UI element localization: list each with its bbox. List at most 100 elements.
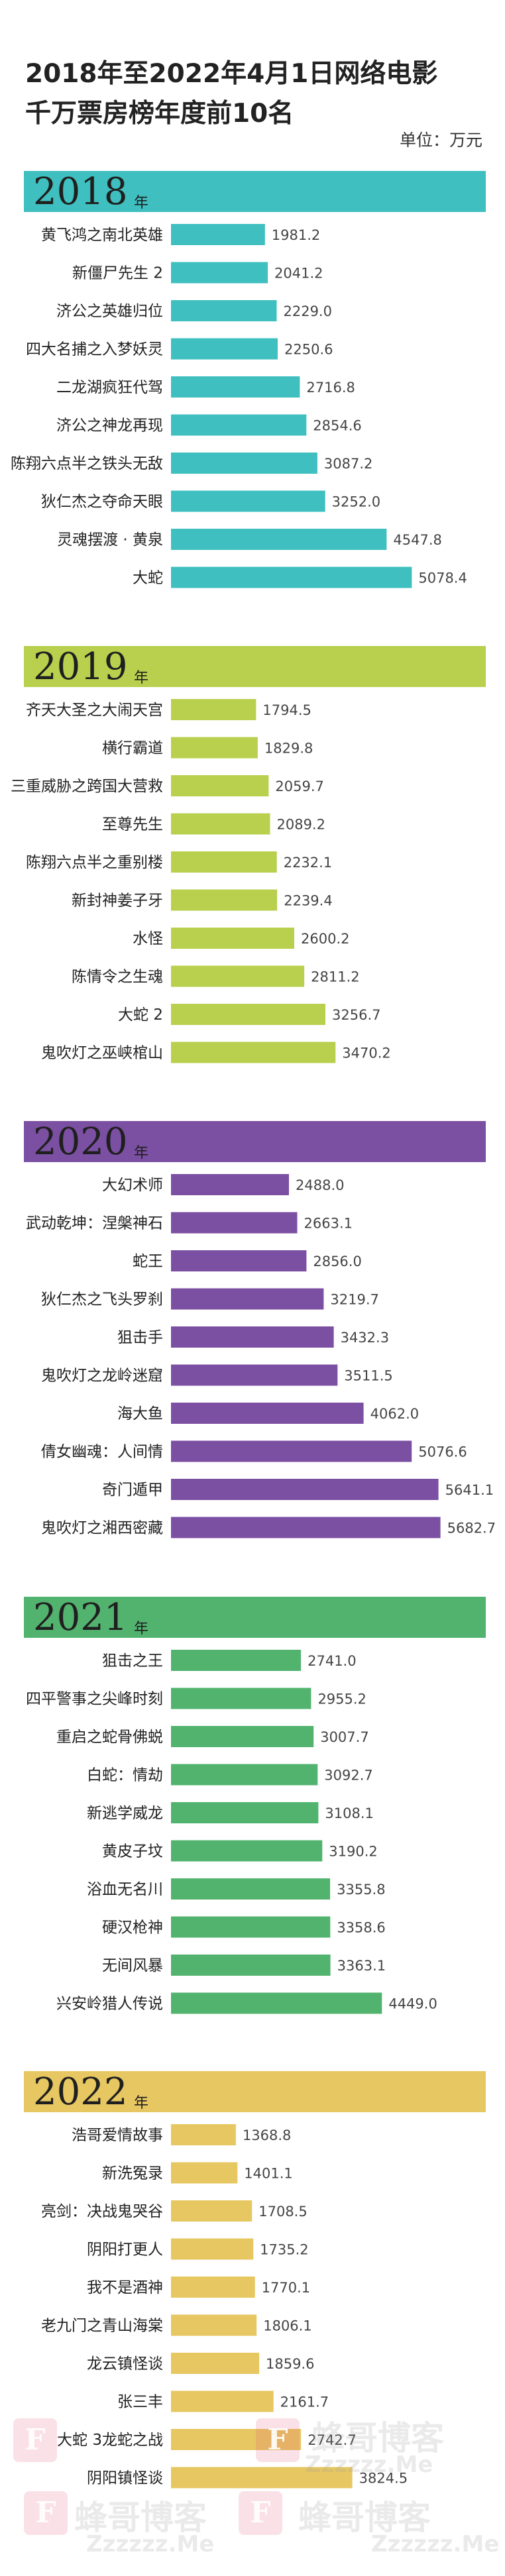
value-label: 2161.7	[280, 2394, 329, 2410]
value-label: 3190.2	[329, 1844, 377, 1860]
bar	[171, 1479, 439, 1500]
category-label: 齐天大圣之大闹天宫	[26, 702, 163, 719]
bar	[171, 1992, 382, 2014]
bar	[171, 2200, 252, 2222]
year-section-2019: 2019 年齐天大圣之大闹天宫 1794.5 横行霸道 1829.8 三重威胁之跨国大营救…	[0, 646, 505, 1097]
category-label: 新封神姜子牙	[72, 892, 163, 910]
category-label: 浴血无名川	[87, 1881, 163, 1898]
value-label: 3355.8	[337, 1882, 385, 1898]
value-label: 3358.6	[337, 1920, 385, 1936]
category-label: 二龙湖疯狂代驾	[56, 379, 163, 396]
category-label: 海大鱼	[117, 1405, 163, 1422]
value-label: 2059.7	[275, 778, 323, 794]
category-label: 老九门之青山海棠	[41, 2318, 163, 2335]
value-label: 2250.6	[284, 342, 333, 358]
value-label: 1735.2	[260, 2242, 308, 2258]
value-label: 2041.2	[274, 266, 323, 282]
bar	[171, 775, 269, 796]
bar	[171, 2353, 260, 2374]
value-label: 2232.1	[284, 855, 332, 871]
value-label: 2600.2	[301, 931, 349, 947]
value-label: 4449.0	[388, 1996, 437, 2012]
bar	[171, 1004, 325, 1025]
value-label: 2854.6	[313, 418, 361, 434]
category-label: 狄仁杰之夺命天眼	[41, 494, 163, 511]
year-title: 2022	[33, 2070, 128, 2114]
bar	[171, 851, 277, 873]
value-label: 1770.1	[262, 2280, 310, 2296]
category-label: 陈翔六点半之重别楼	[26, 854, 163, 871]
category-label: 大幻术师	[102, 1177, 163, 1194]
category-label: 新洗冤录	[102, 2165, 163, 2182]
category-label: 黄飞鸿之南北英雄	[41, 227, 163, 244]
category-label: 陈翔六点半之铁头无敌	[11, 455, 163, 472]
value-label: 2089.2	[276, 817, 325, 833]
bar-chart-2022: 浩哥爱情故事 1368.8 新洗冤录 1401.1 亮剑：决战鬼哭谷 1708.5 阴阳打更…	[41, 2124, 408, 2489]
year-suffix: 年	[134, 195, 149, 211]
category-label: 四平警事之尖峰时刻	[26, 1691, 163, 1708]
bar	[171, 1326, 334, 1348]
watermark-text: 蜂哥博客	[298, 2498, 431, 2537]
bar	[171, 1250, 307, 1271]
category-label: 兴安岭猎人传说	[56, 1996, 163, 2013]
bar	[171, 566, 412, 588]
bar	[171, 2124, 236, 2145]
category-label: 鬼吹灯之湘西密藏	[41, 1520, 163, 1537]
bar	[171, 1440, 412, 1462]
year-suffix: 年	[134, 670, 149, 686]
value-label: 1401.1	[244, 2166, 292, 2182]
watermark-url: Zzzzzz.Me	[371, 2531, 500, 2557]
bar	[171, 300, 277, 321]
year-banner-2022: 2022 年	[24, 2071, 486, 2112]
year-banner-2021: 2021 年	[24, 1597, 486, 1638]
value-label: 1859.6	[266, 2356, 314, 2372]
year-section-2022: 2022 年浩哥爱情故事 1368.8 新洗冤录 1401.1 亮剑：决战鬼哭谷 1708.…	[0, 2071, 505, 2522]
bar-chart-2019: 齐天大圣之大闹天宫 1794.5 横行霸道 1829.8 三重威胁之跨国大营救 2059.…	[11, 699, 391, 1063]
bar	[171, 1726, 314, 1747]
title-line-1: 2018年至2022年4月1日网络电影	[25, 59, 438, 89]
value-label: 3092.7	[324, 1768, 372, 1784]
year-banner-2018: 2018 年	[24, 171, 486, 212]
value-label: 2742.7	[308, 2432, 356, 2448]
page-title: 2018年至2022年4月1日网络电影 千万票房榜年度前10名	[25, 54, 449, 134]
value-label: 3007.7	[320, 1729, 368, 1745]
category-label: 狄仁杰之飞头罗刹	[41, 1291, 163, 1309]
value-label: 5641.1	[445, 1482, 494, 1498]
value-label: 3432.3	[341, 1330, 389, 1346]
value-label: 2239.4	[284, 893, 332, 909]
bar	[171, 1650, 302, 1671]
bar	[171, 1916, 331, 1938]
watermark-url: Zzzzzz.Me	[86, 2531, 215, 2557]
value-label: 1794.5	[262, 702, 311, 718]
value-label: 5682.7	[447, 1521, 496, 1536]
bar	[171, 1174, 289, 1195]
bar	[171, 2314, 257, 2336]
bar	[171, 1955, 331, 1976]
bar	[171, 490, 325, 512]
category-label: 新逃学威龙	[87, 1805, 163, 1822]
value-label: 2716.8	[306, 380, 355, 396]
value-label: 3470.2	[342, 1046, 390, 1061]
bar	[171, 1212, 298, 1234]
category-label: 白蛇：情劫	[87, 1767, 163, 1784]
year-section-2021: 2021 年狙击之王 2741.0 四平警事之尖峰时刻 2955.2 重启之蛇骨佛蜕 300…	[0, 1597, 505, 2047]
category-label: 新僵尸先生 2	[72, 265, 163, 282]
value-label: 3511.5	[344, 1368, 392, 1384]
bar	[171, 529, 387, 550]
value-label: 3087.2	[324, 456, 372, 472]
category-label: 重启之蛇骨佛蜕	[56, 1729, 163, 1746]
value-label: 5078.4	[418, 570, 467, 586]
category-label: 无间风暴	[102, 1957, 163, 1974]
year-banner-2019: 2019 年	[24, 646, 486, 687]
unit-label: 单位：万元	[399, 131, 482, 150]
value-label: 3363.1	[337, 1958, 386, 1974]
bar	[171, 965, 305, 987]
bar	[171, 338, 278, 360]
bar	[171, 1042, 336, 1063]
category-label: 黄皮子坟	[102, 1843, 163, 1860]
category-label: 浩哥爱情故事	[72, 2127, 163, 2144]
category-label: 龙云镇怪谈	[87, 2355, 163, 2373]
bar	[171, 699, 256, 720]
category-label: 至尊先生	[102, 816, 163, 833]
value-label: 1708.5	[258, 2204, 307, 2220]
